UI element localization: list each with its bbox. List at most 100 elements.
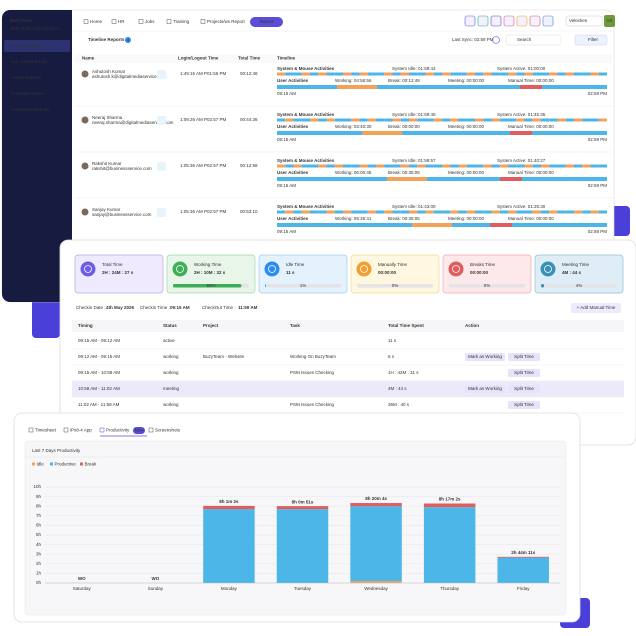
nav-item[interactable]: Training [173, 19, 190, 24]
system-bar [326, 210, 335, 214]
nav-item[interactable]: Projects/ws Report [207, 19, 246, 24]
system-bar [466, 164, 475, 168]
action-label[interactable]: Split Time [514, 370, 534, 375]
card-icon-inner [176, 265, 184, 273]
system-bar [384, 118, 393, 122]
report-button[interactable] [250, 17, 283, 27]
system-bar [458, 118, 467, 122]
nav-icon [200, 19, 206, 24]
action-button[interactable] [508, 353, 540, 361]
row-icon[interactable] [157, 208, 166, 217]
action-button[interactable] [508, 385, 540, 393]
nav-item[interactable]: Jobs [145, 19, 155, 24]
cell-timing: 09:12 AM - 09:15 AM [78, 354, 120, 359]
system-bar [384, 164, 393, 168]
column-header: Action [465, 323, 479, 328]
system-bar [310, 164, 319, 168]
action-label[interactable]: Mark as Working [468, 386, 502, 391]
nav-item[interactable]: HR [118, 19, 125, 24]
system-bar [499, 72, 508, 76]
y-tick-label: 8h [36, 503, 42, 508]
system-bar [516, 164, 525, 168]
filter-button[interactable] [574, 34, 608, 46]
system-bar [458, 72, 467, 76]
system-bar [433, 118, 442, 122]
checkin-value: 11:59 AM [238, 305, 258, 310]
row-highlight [72, 381, 624, 397]
action-label[interactable]: Split Time [514, 386, 534, 391]
nav-icon [138, 19, 144, 24]
row-icon[interactable] [157, 70, 166, 79]
sidebar [2, 10, 72, 302]
system-bar [450, 118, 459, 122]
system-bar [475, 210, 484, 214]
user-select[interactable] [565, 15, 603, 27]
user-bar-break [490, 223, 512, 227]
x-tick-label: Friday [517, 586, 530, 591]
system-bar [491, 164, 500, 168]
progress-label: 0% [392, 283, 399, 288]
row-icon[interactable] [157, 162, 166, 171]
action-button[interactable] [508, 369, 540, 377]
legend-label: Idle [37, 461, 45, 466]
sync-button[interactable] [492, 36, 500, 44]
tab-icon [99, 427, 105, 433]
add-manual-label[interactable]: + Add Manual Time [577, 305, 616, 310]
tab-icon [148, 427, 154, 433]
system-bar [409, 72, 418, 76]
tab[interactable]: iPx8-4 App [70, 428, 92, 433]
header-icon[interactable] [516, 15, 528, 27]
action-button[interactable] [508, 401, 540, 409]
card-value: 00:00:00 [470, 270, 489, 275]
column-header: Task [290, 323, 300, 328]
nav-item[interactable]: Home [90, 19, 103, 24]
action-button[interactable] [465, 353, 505, 361]
tab[interactable]: Timesheet [35, 428, 57, 433]
total-time: 00:44:36 [240, 117, 258, 122]
menu-item[interactable]: Activity Reports [10, 75, 42, 80]
system-bar [343, 164, 352, 168]
summary-card [166, 254, 256, 294]
table-header [75, 54, 612, 63]
header-icon[interactable] [542, 15, 554, 27]
legend-label: Break [85, 461, 98, 466]
action-label[interactable]: Split Time [514, 354, 534, 359]
system-bar [417, 210, 426, 214]
tab[interactable]: Screenshots [155, 428, 181, 433]
system-bar [343, 118, 352, 122]
header-icon[interactable] [477, 15, 489, 27]
system-bar [483, 72, 492, 76]
header-icon[interactable] [529, 15, 541, 27]
tab[interactable]: Productivity [106, 428, 130, 433]
report-label[interactable]: Report [260, 19, 274, 24]
system-bar [433, 164, 442, 168]
x-tick-label: Thursday [440, 586, 460, 591]
user-label: User Activities [277, 124, 309, 129]
checkin-label: Checkin Date : [76, 305, 106, 310]
avatar [81, 116, 89, 124]
action-label[interactable]: Split Time [514, 402, 534, 407]
legend-label: Productive [55, 461, 77, 466]
menu-item[interactable]: Attendance Reports [10, 107, 51, 112]
user-label: User Activities [277, 216, 309, 221]
action-label[interactable]: Mark as Working [468, 354, 502, 359]
legend-swatch [80, 462, 83, 466]
menu-item[interactable]: Timeline Reports [10, 43, 45, 48]
row-icon[interactable] [157, 116, 166, 125]
search-box[interactable] [505, 34, 562, 46]
add-manual-button[interactable] [571, 303, 621, 313]
system-bar [442, 118, 451, 122]
progress-bar [173, 284, 242, 288]
system-bar [565, 210, 574, 214]
menu-item[interactable]: Live Activity Board [10, 59, 47, 64]
header-icon[interactable] [503, 15, 515, 27]
header-icon[interactable] [490, 15, 502, 27]
action-button[interactable] [465, 385, 505, 393]
header-icon[interactable] [464, 15, 476, 27]
menu-item[interactable]: Timesheet Claims [10, 91, 47, 96]
progress-label: 1% [300, 283, 307, 288]
total-time: 00:12:48 [240, 71, 258, 76]
system-bar [351, 72, 360, 76]
system-bar [367, 164, 376, 168]
system-bar [582, 210, 591, 214]
